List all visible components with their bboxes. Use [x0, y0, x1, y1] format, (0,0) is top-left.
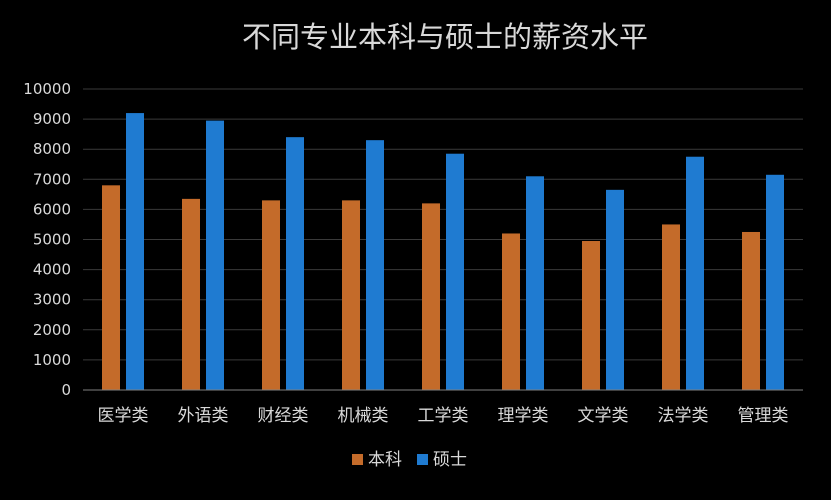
x-category-label: 医学类 — [98, 406, 149, 426]
gridlines — [83, 88, 803, 361]
bar-master — [286, 137, 304, 390]
legend-swatch — [352, 454, 363, 465]
bar-master — [606, 189, 624, 390]
y-tick-label: 8000 — [33, 140, 71, 158]
bar-bachelor — [422, 203, 440, 390]
y-tick-label: 7000 — [33, 170, 71, 188]
x-category-label: 机械类 — [338, 406, 389, 426]
x-category-label: 管理类 — [738, 406, 789, 426]
bar-master — [446, 153, 464, 390]
bar-master — [366, 140, 384, 390]
y-tick-label: 10000 — [23, 80, 71, 98]
bar-bachelor — [102, 185, 120, 390]
bars — [102, 113, 784, 390]
bar-master — [126, 113, 144, 390]
x-category-label: 理学类 — [498, 406, 549, 426]
chart-title: 不同专业本科与硕士的薪资水平 — [242, 20, 648, 54]
bar-master — [686, 156, 704, 390]
y-tick-label: 9000 — [33, 110, 71, 128]
x-category-label: 外语类 — [178, 406, 229, 426]
bar-bachelor — [502, 233, 520, 390]
bar-bachelor — [582, 241, 600, 390]
y-tick-label: 1000 — [33, 351, 71, 369]
legend-label: 硕士 — [433, 450, 467, 470]
y-axis-ticks: 0 1000 2000 3000 4000 5000 6000 7000 8000 9000 100… — [23, 80, 71, 399]
legend: 本科 硕士 — [352, 450, 467, 470]
bar-master — [526, 176, 544, 390]
x-category-label: 法学类 — [658, 406, 709, 426]
bar-master — [206, 120, 224, 390]
legend-label: 本科 — [368, 450, 402, 470]
x-category-label: 文学类 — [578, 406, 629, 426]
bar-bachelor — [342, 200, 360, 390]
y-tick-label: 0 — [61, 381, 71, 399]
bar-bachelor — [262, 200, 280, 390]
x-axis-categories: 医学类 外语类 财经类 机械类 工学类 理学类 文学类 法学类 管理类 — [98, 406, 789, 426]
bar-bachelor — [182, 198, 200, 390]
x-category-label: 工学类 — [418, 406, 469, 426]
y-tick-label: 3000 — [33, 291, 71, 309]
legend-swatch — [417, 454, 428, 465]
y-tick-label: 4000 — [33, 261, 71, 279]
bar-bachelor — [662, 224, 680, 390]
bar-master — [766, 174, 784, 390]
x-category-label: 财经类 — [258, 406, 309, 426]
bar-bachelor — [742, 231, 760, 390]
y-tick-label: 6000 — [33, 200, 71, 218]
y-tick-label: 5000 — [33, 231, 71, 249]
y-tick-label: 2000 — [33, 321, 71, 339]
